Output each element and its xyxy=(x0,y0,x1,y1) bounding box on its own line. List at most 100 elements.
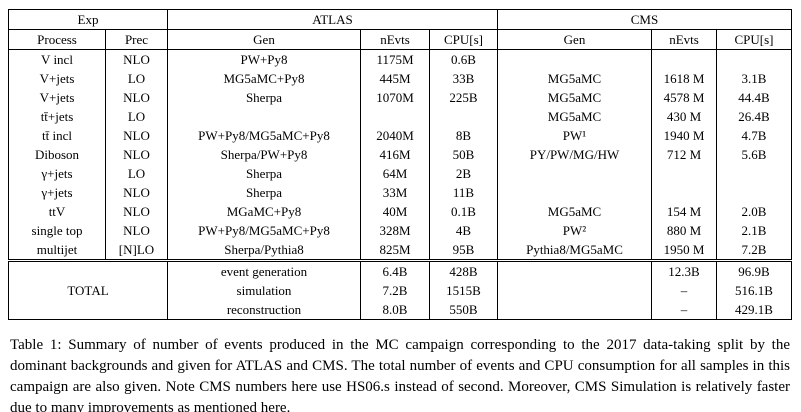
cell xyxy=(651,183,717,202)
table-row: ttV NLO MGaMC+Py8 40M 0.1B MG5aMC 154 M 2.0B xyxy=(8,202,792,221)
here-link[interactable]: here xyxy=(260,400,287,412)
cell: 1940 M xyxy=(651,126,717,145)
cell: Sherpa/Pythia8 xyxy=(167,240,361,261)
cell: 2B xyxy=(429,164,498,183)
cell: 4B xyxy=(429,221,498,240)
table-row: V+jets NLO Sherpa 1070M 225B MG5aMC 4578 M 44.4… xyxy=(8,88,792,107)
cell: 1618 M xyxy=(651,69,717,88)
cell: 2.1B xyxy=(716,221,792,240)
table-row: γ+jets NLO Sherpa 33M 11B xyxy=(8,183,792,202)
totals-cell: simulation xyxy=(167,281,361,300)
col-header-cms-cpu: CPU[s] xyxy=(716,29,792,50)
col-header-atlas-cpu: CPU[s] xyxy=(429,29,498,50)
col-header-cms-gen: Gen xyxy=(497,29,652,50)
table-caption: Table 1: Summary of number of events pro… xyxy=(10,335,790,412)
cell: Sherpa xyxy=(167,183,361,202)
cell: 1175M xyxy=(360,49,430,69)
cell: ttV xyxy=(8,202,106,221)
cell: 4578 M xyxy=(651,88,717,107)
totals-cell: 429.1B xyxy=(716,300,792,320)
cell: 416M xyxy=(360,145,430,164)
cell: LO xyxy=(105,164,168,183)
table-row: Diboson NLO Sherpa/PW+Py8 416M 50B PY/PW/MG/H… xyxy=(8,145,792,164)
cell: 50B xyxy=(429,145,498,164)
totals-cell: 1515B xyxy=(429,281,498,300)
col-header-process: Process xyxy=(8,29,106,50)
cell: 430 M xyxy=(651,107,717,126)
cell: 445M xyxy=(360,69,430,88)
cell: multijet xyxy=(8,240,106,261)
cell: Diboson xyxy=(8,145,106,164)
cell: V+jets xyxy=(8,69,106,88)
cell: 2040M xyxy=(360,126,430,145)
cell: NLO xyxy=(105,221,168,240)
cell: [N]LO xyxy=(105,240,168,261)
cell: LO xyxy=(105,107,168,126)
cell: NLO xyxy=(105,49,168,69)
totals-cell: 550B xyxy=(429,300,498,320)
totals-cell: 12.3B xyxy=(651,259,717,281)
cell: Sherpa xyxy=(167,88,361,107)
cell: 64M xyxy=(360,164,430,183)
cell xyxy=(716,183,792,202)
col-header-atlas-nevts: nEvts xyxy=(360,29,430,50)
cell: MGaMC+Py8 xyxy=(167,202,361,221)
cell xyxy=(360,107,430,126)
cell: LO xyxy=(105,69,168,88)
cell: PW+Py8/MG5aMC+Py8 xyxy=(167,126,361,145)
cell: V+jets xyxy=(8,88,106,107)
totals-body: TOTAL event generation 6.4B 428B 12.3B 96.9B s… xyxy=(8,259,792,320)
table-body: V incl NLO PW+Py8 1175M 0.6B V+jets LO MG5aMC+P… xyxy=(8,49,792,261)
totals-cell: 6.4B xyxy=(360,259,430,281)
cell: 5.6B xyxy=(716,145,792,164)
cell: tt̄ incl xyxy=(8,126,106,145)
cell: γ+jets xyxy=(8,183,106,202)
cell: PW² xyxy=(497,221,652,240)
table-row: V+jets LO MG5aMC+Py8 445M 33B MG5aMC 1618 M 3.1… xyxy=(8,69,792,88)
cell: Sherpa xyxy=(167,164,361,183)
cell: 4.7B xyxy=(716,126,792,145)
caption-suffix: . xyxy=(286,400,291,412)
cell: MG5aMC+Py8 xyxy=(167,69,361,88)
cell xyxy=(497,49,652,69)
cell: PW+Py8/MG5aMC+Py8 xyxy=(167,221,361,240)
cell: NLO xyxy=(105,126,168,145)
cell: 95B xyxy=(429,240,498,261)
totals-cell: event generation xyxy=(167,259,361,281)
cell: 11B xyxy=(429,183,498,202)
totals-row: TOTAL event generation 6.4B 428B 12.3B 96.9B xyxy=(8,259,792,320)
cell xyxy=(651,49,717,69)
cell: MG5aMC xyxy=(497,202,652,221)
col-header-cms-nevts: nEvts xyxy=(651,29,717,50)
table-row: single top NLO PW+Py8/MG5aMC+Py8 328M 4B PW² 8… xyxy=(8,221,792,240)
cell: tt̄+jets xyxy=(8,107,106,126)
totals-cell: 428B xyxy=(429,259,498,281)
cell: 154 M xyxy=(651,202,717,221)
cell xyxy=(497,164,652,183)
cell: MG5aMC xyxy=(497,88,652,107)
cell xyxy=(716,49,792,69)
cms-group-header: CMS xyxy=(497,9,792,30)
cell: PY/PW/MG/HW xyxy=(497,145,652,164)
cell: 2.0B xyxy=(716,202,792,221)
totals-cell: 516.1B xyxy=(716,281,792,300)
totals-cell: 96.9B xyxy=(716,259,792,281)
cell: MG5aMC xyxy=(497,69,652,88)
cell: 33B xyxy=(429,69,498,88)
cell: PW+Py8 xyxy=(167,49,361,69)
caption-body: Summary of number of events produced in … xyxy=(10,337,790,412)
cell: Pythia8/MG5aMC xyxy=(497,240,652,261)
cell: NLO xyxy=(105,202,168,221)
cell: 880 M xyxy=(651,221,717,240)
cell: single top xyxy=(8,221,106,240)
cell xyxy=(716,164,792,183)
totals-cell xyxy=(497,300,652,320)
col-header-atlas-gen: Gen xyxy=(167,29,361,50)
cell: 328M xyxy=(360,221,430,240)
cell: 40M xyxy=(360,202,430,221)
exp-group-header: Exp xyxy=(8,9,168,30)
cell: 0.6B xyxy=(429,49,498,69)
cell: MG5aMC xyxy=(497,107,652,126)
atlas-group-header: ATLAS xyxy=(167,9,498,30)
table-row: γ+jets LO Sherpa 64M 2B xyxy=(8,164,792,183)
